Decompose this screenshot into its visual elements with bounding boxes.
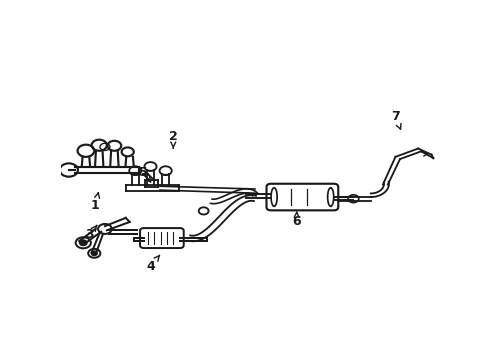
Circle shape [80,240,87,245]
Text: 4: 4 [146,255,160,273]
Text: 6: 6 [293,212,301,229]
Text: 3: 3 [85,225,97,241]
Circle shape [92,251,97,255]
Text: 2: 2 [169,130,178,148]
Text: 7: 7 [391,110,401,129]
Text: 5: 5 [139,166,151,182]
Text: 1: 1 [91,193,100,212]
